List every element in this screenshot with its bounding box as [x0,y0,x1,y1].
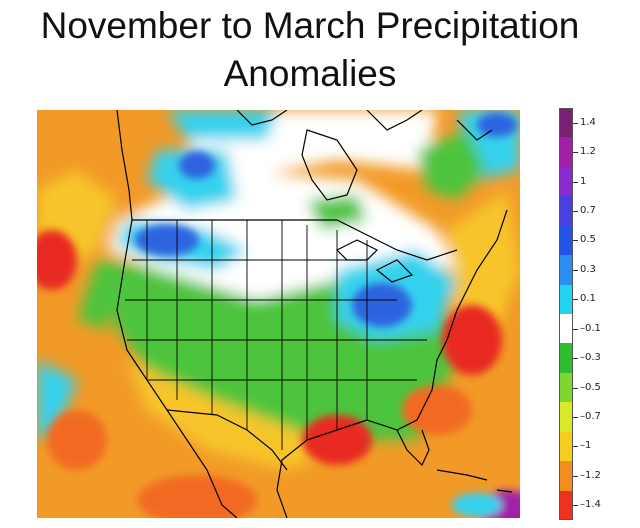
legend-swatch [559,196,573,227]
legend-swatch [559,372,573,403]
legend-label: 0.7 [580,205,596,216]
west-coastline [116,110,238,518]
coastline-and-borders [116,110,513,518]
state-borders [125,220,427,450]
arctic-islands [236,110,493,141]
hudson-bay-coast [301,129,358,201]
legend-tick [573,211,578,212]
map-title-line-2: Anomalies [223,53,397,94]
color-legend: 1.4 1.2 1 0.7 0.5 0.3 0.1 –0.1 –0.3 –0.5 –0.7 –1 –1.… [553,108,633,521]
legend-label: 1 [580,175,587,187]
legend-tick [573,181,578,183]
east-coastline [276,209,508,518]
legend-tick [573,299,578,301]
florida-outline [396,429,430,467]
legend-tick [573,358,578,360]
legend-swatch [559,402,573,433]
caribbean-islands [436,469,513,493]
legend-swatch [559,343,573,374]
legend-swatch [559,314,573,344]
legend-tick [573,122,578,124]
great-lakes [335,239,414,283]
legend-label: 1.2 [580,146,596,158]
legend-swatch [559,431,573,462]
legend-tick [573,387,578,389]
legend-swatch [559,284,573,315]
legend-tick [573,152,578,154]
legend-tick [573,269,578,271]
legend-label: –1.4 [580,499,601,511]
legend-swatch [559,166,573,197]
legend-swatch [559,137,573,168]
legend-label: 0.3 [580,263,596,275]
legend-label: –0.1 [580,322,601,334]
legend-tick [573,240,578,242]
legend-swatch [559,108,573,138]
legend-label: –1.2 [580,469,601,481]
legend-label: –0.7 [580,411,601,422]
legend-label: –0.5 [580,381,601,393]
precipitation-anomaly-map [37,110,520,518]
legend-label: 1.4 [580,116,596,128]
legend-swatch [559,490,573,521]
legend-swatch [559,461,573,492]
legend-label: –0.3 [580,352,601,364]
legend-frame [559,108,573,520]
us-canada-border [132,219,458,261]
legend-tick [573,417,578,418]
legend-tick [573,505,578,507]
legend-swatch [559,255,573,286]
legend-swatch [559,225,573,256]
legend-label: 0.1 [580,293,596,305]
legend-label: 0.5 [580,234,596,246]
map-canvas [37,110,520,518]
legend-tick [573,446,578,448]
legend-label: –1 [580,440,592,452]
legend-tick [573,475,578,477]
legend-tick [573,328,578,330]
map-title-line-1: November to March Precipitation [40,5,580,46]
